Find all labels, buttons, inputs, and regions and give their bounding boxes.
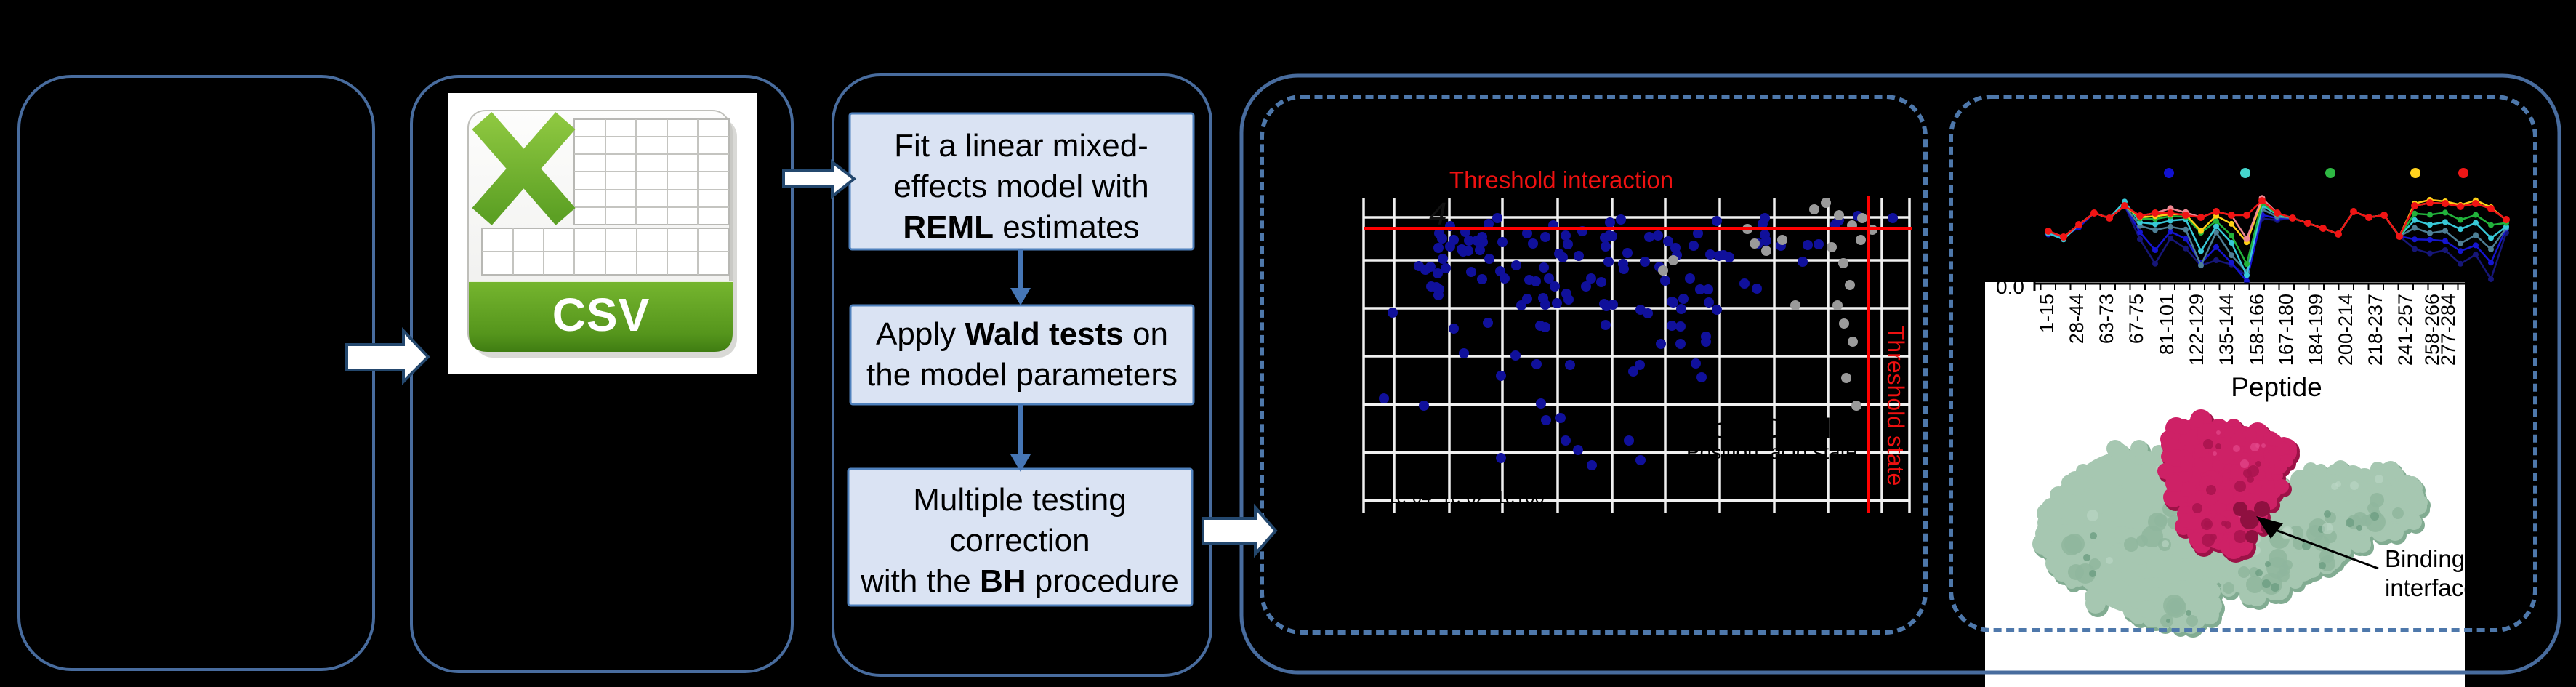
svg-text:158-166: 158-166 [2246,294,2268,366]
svg-text:67-75: 67-75 [2125,294,2147,344]
svg-text:REML estimates: REML estimates [903,209,1139,245]
svg-text:1-15: 1-15 [2036,294,2058,333]
svg-text:184-199: 184-199 [2305,294,2327,366]
svg-text:Binding: Binding [2385,545,2465,572]
svg-text:l: l [1825,414,1831,444]
svg-text:4: 4 [1429,196,1446,232]
svg-text:258-266: 258-266 [2421,294,2443,366]
svg-text:the model parameters: the model parameters [866,357,1178,393]
svg-text:with the BH procedure: with the BH procedure [860,563,1179,599]
svg-text:277-284: 277-284 [2437,294,2459,366]
svg-text:p: p [1712,414,1727,444]
svg-text:Position: acid state: Position: acid state [1686,441,1857,463]
svg-text:Fit a linear mixed-: Fit a linear mixed- [894,128,1148,164]
svg-text:122-129: 122-129 [2186,294,2207,366]
svg-text:0.0: 0.0 [1996,276,2024,298]
svg-text:218-237: 218-237 [2364,294,2386,366]
svg-text:81-101: 81-101 [2156,294,2178,355]
svg-text:200-214: 200-214 [2335,294,2356,366]
svg-text:interface: interface [2385,574,2477,601]
svg-text:Apply Wald tests on: Apply Wald tests on [876,316,1168,352]
svg-text:effects model with: effects model with [893,169,1148,204]
svg-text:D: D [1764,414,1784,444]
svg-text:Threshold state: Threshold state [1883,326,1909,486]
svg-text:241-257: 241-257 [2394,294,2416,366]
svg-text:135-144: 135-144 [2215,294,2237,366]
svg-text:Peptide: Peptide [2231,372,2322,402]
svg-text:correction: correction [949,523,1090,558]
svg-text:CSV: CSV [552,289,651,341]
svg-text:Threshold interaction: Threshold interaction [1449,166,1673,193]
svg-text:63-73: 63-73 [2096,294,2117,344]
svg-text:28-44: 28-44 [2066,294,2088,344]
svg-text:1e-04 1e-02 1e+00: 1e-04 1e-02 1e+00 [1387,488,1545,507]
svg-text:167-180: 167-180 [2275,294,2297,366]
svg-text:Multiple testing: Multiple testing [913,482,1126,518]
